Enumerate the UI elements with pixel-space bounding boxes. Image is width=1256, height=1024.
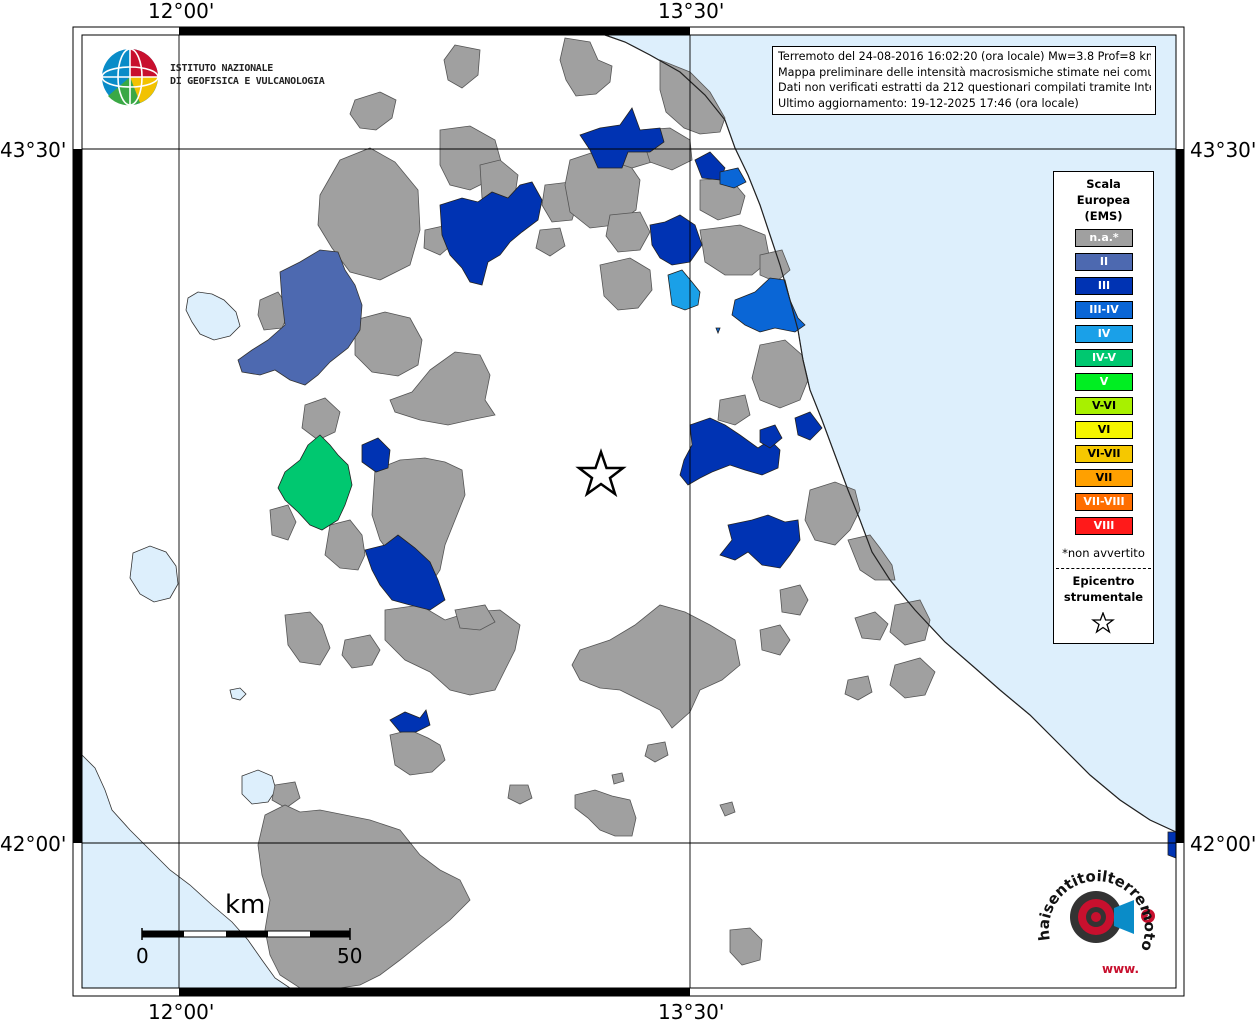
coord-right-top: 43°30' xyxy=(1190,138,1256,162)
legend-swatch-iv-v: IV-V xyxy=(1075,349,1133,367)
legend-title-line3: (EMS) xyxy=(1084,209,1123,223)
ems-legend: Scala Europea (EMS) n.a.* II III III-IV IV IV… xyxy=(1053,171,1154,644)
coord-bottom-left: 12°00' xyxy=(148,1000,215,1024)
legend-title: Scala Europea (EMS) xyxy=(1054,176,1153,224)
legend-swatch-iii: III xyxy=(1075,277,1133,295)
hsit-logo-prefix: www. xyxy=(1102,962,1139,976)
lake-bolsena xyxy=(129,545,179,603)
ingv-name: ISTITUTO NAZIONALE DI GEOFISICA E VULCAN… xyxy=(170,62,325,88)
coord-right-bottom: 42°00' xyxy=(1190,832,1256,856)
legend-epicenter-line1: Epicentro xyxy=(1072,574,1135,588)
municipalities-not-felt xyxy=(257,37,936,989)
legend-swatch-viii: VIII xyxy=(1075,517,1133,535)
scale-start-label: 0 xyxy=(136,944,149,968)
legend-title-line1: Scala xyxy=(1086,177,1121,191)
legend-swatch-iv: IV xyxy=(1075,325,1133,343)
ingv-name-line2: DI GEOFISICA E VULCANOLOGIA xyxy=(170,76,325,87)
legend-note: *non avvertito xyxy=(1062,546,1145,560)
event-info-line3: Dati non verificati estratti da 212 ques… xyxy=(778,81,1151,94)
lake-vico xyxy=(241,769,277,805)
ingv-logo-icon xyxy=(101,48,159,106)
event-info-box: Terremoto del 24-08-2016 16:02:20 (ora l… xyxy=(772,46,1156,115)
coord-bottom-right: 13°30' xyxy=(658,1000,725,1024)
ingv-name-line1: ISTITUTO NAZIONALE xyxy=(170,63,273,74)
event-info-line2: Mappa preliminare delle intensità macros… xyxy=(778,65,1151,79)
tyrrhenian-sea xyxy=(81,754,292,989)
legend-swatch-v-vi: V-VI xyxy=(1075,397,1133,415)
legend-swatch-vii-viii: VII-VIII xyxy=(1075,493,1133,511)
municipality-ii xyxy=(237,249,363,386)
municipality-iv xyxy=(667,269,701,311)
legend-swatch-vi-vii: VI-VII xyxy=(1075,445,1133,463)
scale-unit-label: km xyxy=(225,890,266,920)
legend-title-line2: Europea xyxy=(1076,193,1131,207)
legend-swatch-v: V xyxy=(1075,373,1133,391)
municipalities-iii xyxy=(361,107,1177,859)
coord-left-bottom: 42°00' xyxy=(0,832,67,856)
frame-inner xyxy=(81,34,1177,989)
coastline xyxy=(604,34,1177,833)
municipality-iv-v xyxy=(277,434,353,531)
epicenter-star xyxy=(575,448,627,498)
legend-swatch-n-a: n.a.* xyxy=(1075,229,1133,247)
coord-top-right: 13°30' xyxy=(658,0,725,23)
legend-separator xyxy=(1056,568,1151,569)
graticule xyxy=(82,35,1176,988)
event-info-line1: Terremoto del 24-08-2016 16:02:20 (ora l… xyxy=(778,50,1151,63)
frame-border xyxy=(73,27,1184,996)
legend-epicenter-line2: strumentale xyxy=(1063,590,1144,604)
svg-text:?: ? xyxy=(1145,912,1151,923)
municipalities-iii-iv xyxy=(715,167,806,335)
legend-swatch-ii: II xyxy=(1075,253,1133,271)
hsit-logo-icon: ? haisentitoilterremoto.it www. xyxy=(1030,860,1159,976)
lake-bracciano xyxy=(229,687,247,701)
legend-epicenter-label: Epicentro strumentale xyxy=(1054,573,1153,605)
legend-swatch-iii-iv: III-IV xyxy=(1075,301,1133,319)
event-info-line4: Ultimo aggiornamento: 19-12-2025 17:46 (… xyxy=(778,96,1079,110)
lake-trasimeno xyxy=(185,291,241,341)
coord-top-left: 12°00' xyxy=(148,0,215,23)
scale-end-label: 50 xyxy=(337,944,363,968)
legend-swatch-vi: VI xyxy=(1075,421,1133,439)
legend-swatch-vii: VII xyxy=(1075,469,1133,487)
legend-star-icon xyxy=(1091,612,1115,634)
coord-left-top: 43°30' xyxy=(0,138,67,162)
scale-bar xyxy=(141,928,351,940)
